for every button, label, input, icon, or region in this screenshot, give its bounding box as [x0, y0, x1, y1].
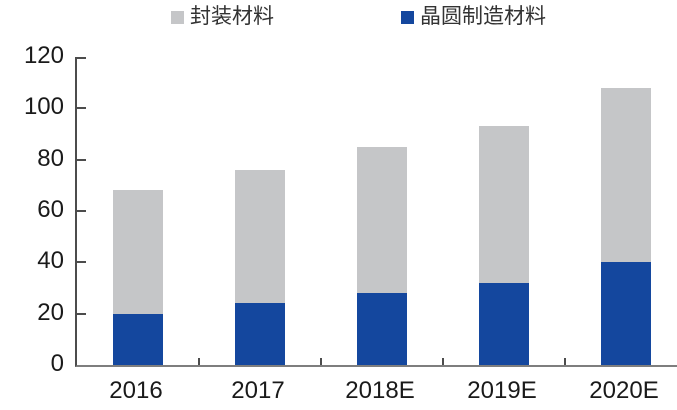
bar-segment-wafer-2020E [601, 262, 651, 365]
x-axis-tick-0 [198, 358, 200, 365]
bar-segment-wafer-2019E [479, 282, 529, 365]
bar-segment-packaging-2020E [601, 87, 651, 263]
y-axis-tick-80 [77, 158, 86, 161]
y-axis-tick-60 [77, 210, 86, 212]
y-axis-label-20: 20 [37, 298, 64, 326]
legend-label-packaging: 封装材料 [190, 5, 274, 28]
legend-swatch-packaging-icon [171, 10, 184, 24]
legend-item-packaging-materials: 封装材料 [171, 5, 274, 29]
bar-segment-packaging-2018E [357, 146, 407, 294]
y-axis-tick-20 [77, 312, 86, 315]
x-axis-label-2020E: 2020E [589, 377, 659, 404]
y-axis-label-60: 60 [37, 196, 64, 223]
y-axis-tick-40 [77, 261, 86, 264]
plot-area [75, 57, 677, 367]
x-axis-tick-3 [564, 358, 566, 365]
y-axis-label-80: 80 [37, 144, 64, 172]
x-axis-label-2017: 2017 [231, 377, 285, 404]
y-axis-label-0: 0 [50, 350, 64, 377]
legend-item-wafer-materials: 晶圆制造材料 [401, 5, 546, 29]
bar-segment-packaging-2017 [235, 169, 285, 304]
x-axis-tick-1 [320, 358, 322, 365]
y-axis-label-120: 120 [23, 42, 64, 69]
y-axis-label-100: 100 [23, 93, 64, 121]
y-axis-label-40: 40 [37, 247, 64, 275]
y-axis-tick-120 [77, 57, 86, 59]
chart-legend: 封装材料 晶圆制造材料 [0, 5, 677, 29]
bar-segment-packaging-2019E [479, 126, 529, 283]
legend-swatch-wafer-icon [401, 10, 414, 24]
y-axis-tick-100 [77, 107, 86, 110]
legend-label-wafer: 晶圆制造材料 [420, 5, 546, 28]
bar-segment-packaging-2016 [113, 190, 163, 314]
bar-segment-wafer-2018E [357, 293, 407, 365]
x-axis-label-2016: 2016 [109, 377, 163, 404]
x-axis-tick-2 [442, 358, 444, 365]
x-axis-label-2019E: 2019E [467, 377, 537, 404]
x-axis-label-2018E: 2018E [345, 377, 415, 404]
bar-segment-wafer-2017 [235, 303, 285, 365]
bar-segment-wafer-2016 [113, 313, 163, 365]
